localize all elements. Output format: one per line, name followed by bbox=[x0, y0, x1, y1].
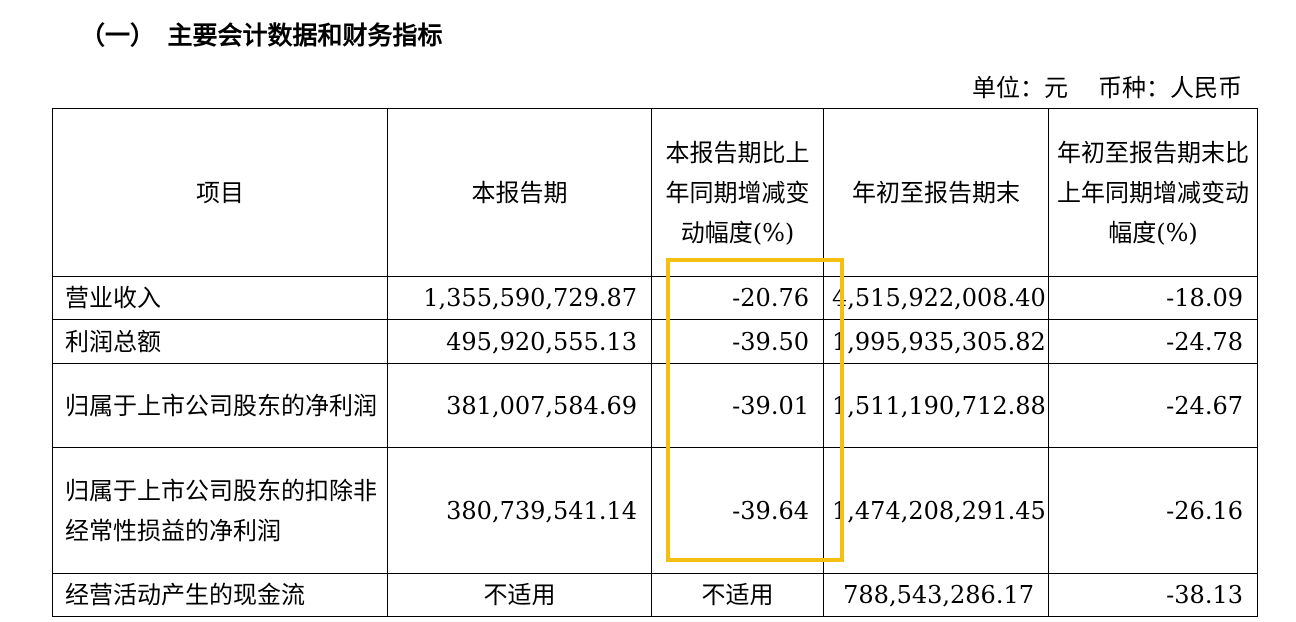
table-row: 归属于上市公司股东的净利润 381,007,584.69 -39.01 1,51… bbox=[52, 363, 1258, 448]
current-period-value: 495,920,555.13 bbox=[387, 319, 652, 364]
current-period-change: -39.64 bbox=[651, 447, 824, 574]
header-current-period-change: 本报告期比上年同期增减变动幅度(%) bbox=[651, 108, 824, 277]
current-period-value: 不适用 bbox=[387, 573, 652, 617]
table-row: 经营活动产生的现金流 不适用 不适用 788,543,286.17 -38.13 bbox=[52, 573, 1258, 617]
row-label: 归属于上市公司股东的扣除非经常性损益的净利润 bbox=[52, 447, 388, 574]
year-to-date-change: -18.09 bbox=[1048, 276, 1258, 320]
current-period-change: -39.01 bbox=[651, 363, 824, 448]
table-header-row: 项目 本报告期 本报告期比上年同期增减变动幅度(%) 年初至报告期末 年初至报告… bbox=[52, 108, 1258, 277]
table-row: 利润总额 495,920,555.13 -39.50 1,995,935,305… bbox=[52, 319, 1258, 364]
unit-currency-line: 单位：元 币种：人民币 bbox=[972, 68, 1242, 108]
financial-data-table: 项目 本报告期 本报告期比上年同期增减变动幅度(%) 年初至报告期末 年初至报告… bbox=[52, 108, 1258, 617]
current-period-value: 380,739,541.14 bbox=[387, 447, 652, 574]
current-period-change: -20.76 bbox=[651, 276, 824, 320]
table-row: 营业收入 1,355,590,729.87 -20.76 4,515,922,0… bbox=[52, 276, 1258, 320]
year-to-date-change: -24.78 bbox=[1048, 319, 1258, 364]
header-current-period: 本报告期 bbox=[387, 108, 652, 277]
year-to-date-value: 1,511,190,712.88 bbox=[823, 363, 1049, 448]
row-label: 归属于上市公司股东的净利润 bbox=[52, 363, 388, 448]
header-year-to-date: 年初至报告期末 bbox=[823, 108, 1049, 277]
row-label: 营业收入 bbox=[52, 276, 388, 320]
header-year-to-date-change: 年初至报告期末比上年同期增减变动幅度(%) bbox=[1048, 108, 1258, 277]
year-to-date-value: 1,474,208,291.45 bbox=[823, 447, 1049, 574]
row-label: 利润总额 bbox=[52, 319, 388, 364]
current-period-value: 381,007,584.69 bbox=[387, 363, 652, 448]
currency-label: 币种：人民币 bbox=[1098, 74, 1242, 102]
row-label: 经营活动产生的现金流 bbox=[52, 573, 388, 617]
current-period-change: 不适用 bbox=[651, 573, 824, 617]
unit-label: 单位：元 bbox=[972, 74, 1068, 102]
year-to-date-change: -26.16 bbox=[1048, 447, 1258, 574]
year-to-date-change: -38.13 bbox=[1048, 573, 1258, 617]
current-period-value: 1,355,590,729.87 bbox=[387, 276, 652, 320]
year-to-date-change: -24.67 bbox=[1048, 363, 1258, 448]
year-to-date-value: 788,543,286.17 bbox=[823, 573, 1049, 617]
table-row: 归属于上市公司股东的扣除非经常性损益的净利润 380,739,541.14 -3… bbox=[52, 447, 1258, 574]
section-title: （一） 主要会计数据和财务指标 bbox=[80, 21, 443, 50]
year-to-date-value: 1,995,935,305.82 bbox=[823, 319, 1049, 364]
current-period-change: -39.50 bbox=[651, 319, 824, 364]
year-to-date-value: 4,515,922,008.40 bbox=[823, 276, 1049, 320]
header-item: 项目 bbox=[52, 108, 388, 277]
